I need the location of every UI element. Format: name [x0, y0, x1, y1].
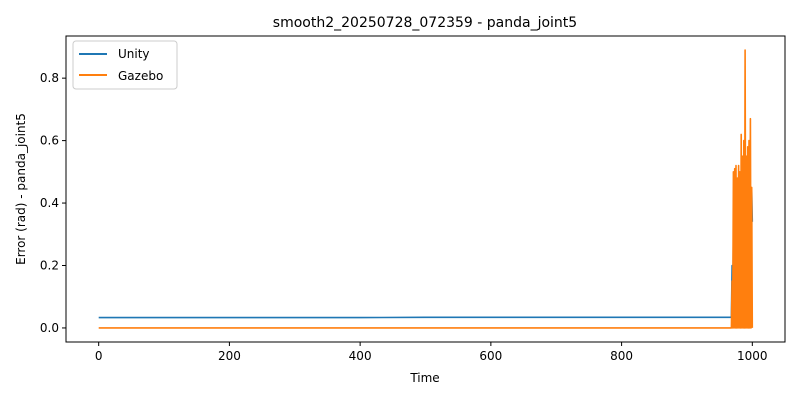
x-tick-label: 400	[349, 349, 372, 363]
x-tick-label: 200	[218, 349, 241, 363]
y-tick-label: 0.2	[40, 259, 59, 273]
legend: Unity Gazebo	[72, 40, 178, 90]
x-tick-label: 600	[479, 349, 502, 363]
x-axis-label: Time	[409, 371, 439, 385]
legend-label-gazebo: Gazebo	[118, 69, 163, 83]
chart-title: smooth2_20250728_072359 - panda_joint5	[273, 15, 577, 31]
legend-label-unity: Unity	[118, 47, 150, 61]
y-tick-label: 0.0	[40, 321, 59, 335]
series-line-gazebo	[98, 49, 754, 329]
x-tick-label: 800	[610, 349, 633, 363]
series-layer	[98, 49, 754, 329]
y-tick-label: 0.4	[40, 196, 59, 210]
y-tick-label: 0.6	[40, 134, 59, 148]
y-tick-label: 0.8	[40, 71, 59, 85]
plot-area	[65, 35, 786, 343]
x-tick-label: 1000	[737, 349, 768, 363]
x-axis-ticks: 0 200 400 600 800 1000	[95, 342, 768, 363]
x-tick-label: 0	[95, 349, 103, 363]
plot-frame	[65, 35, 786, 343]
y-axis-ticks: 0.0 0.2 0.4 0.6 0.8	[40, 71, 66, 335]
y-axis-label: Error (rad) - panda_joint5	[14, 113, 28, 265]
